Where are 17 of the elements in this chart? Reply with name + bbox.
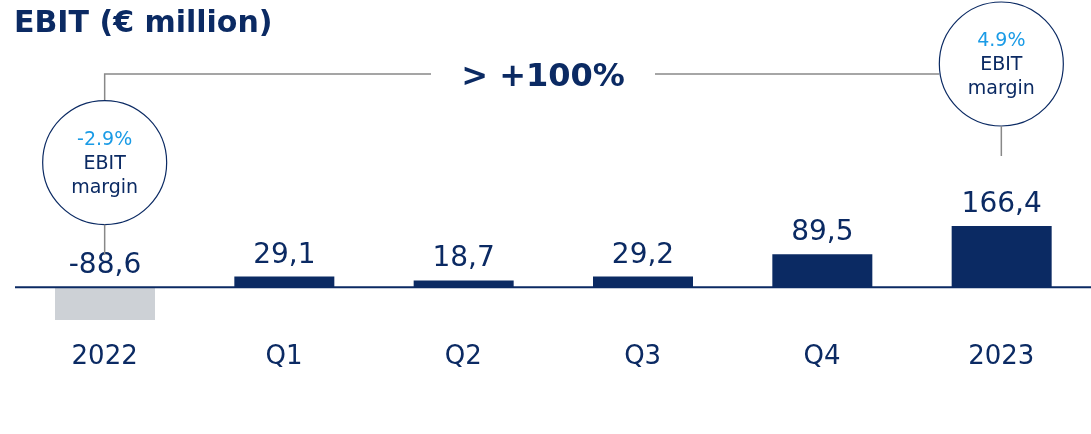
text: -2.9% EBIT margin: [71, 126, 139, 197]
data-label: 166,4: [961, 186, 1042, 219]
x-tick-label: Q1: [265, 340, 303, 371]
data-label: 18,7: [432, 240, 495, 274]
x-tick-label: Q3: [624, 340, 662, 371]
x-tick-label: Q4: [803, 340, 841, 371]
bar: [55, 287, 155, 320]
data-label: 29,1: [253, 236, 316, 270]
data-label: 29,2: [611, 236, 675, 270]
text: > +100%: [461, 56, 625, 94]
x-tick-label: Q2: [444, 340, 482, 371]
data-label: -88,6: [68, 247, 142, 281]
chart-title: EBIT (€ million): [14, 4, 273, 39]
data-label: 89,5: [791, 214, 854, 248]
text: 4.9% EBIT margin: [967, 28, 1035, 98]
x-tick-label: 2022: [71, 340, 138, 371]
x-tick-label: 2023: [968, 340, 1035, 371]
